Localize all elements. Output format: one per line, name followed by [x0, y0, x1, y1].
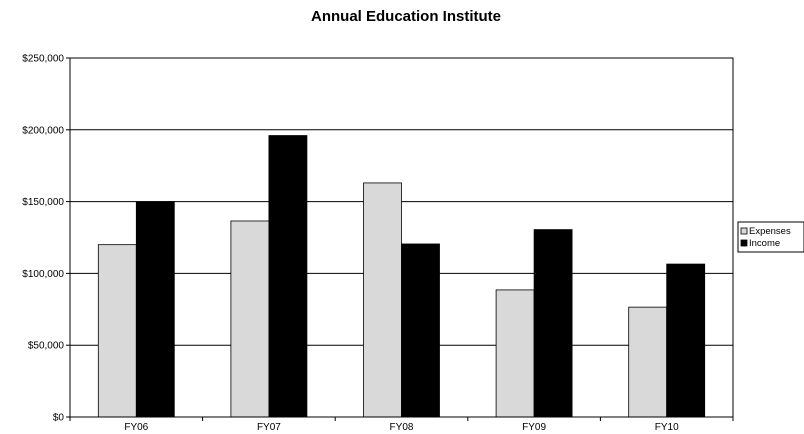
y-axis: $0 $50,000 $100,000 $150,000 $200,000 $250,00…	[22, 54, 70, 424]
y-tick-label: $0	[53, 413, 65, 424]
bar-expenses-fy10	[628, 306, 668, 418]
bar-income-fy06	[135, 201, 175, 418]
chart-title: Annual Education Institute	[311, 8, 501, 25]
bar-expenses-fy07	[230, 220, 270, 418]
x-tick-label: FY08	[390, 422, 414, 433]
legend-label-income: Income	[749, 238, 780, 249]
bar-income-fy07	[268, 135, 308, 418]
bar-income-fy08	[401, 243, 440, 418]
x-tick-label: FY10	[655, 422, 679, 433]
bar-income-fy10	[666, 263, 706, 418]
legend-swatch-expenses	[740, 227, 748, 235]
y-tick-label: $200,000	[22, 125, 64, 136]
x-tick-label: FY07	[257, 422, 281, 433]
x-axis: FY06 FY07 FY08 FY09 FY10	[69, 417, 734, 433]
bar-expenses-fy08	[363, 182, 402, 418]
x-tick-label: FY09	[522, 422, 546, 433]
legend-box	[737, 221, 804, 253]
bar-expenses-fy09	[495, 289, 535, 418]
plot-area	[69, 57, 734, 418]
bar-expenses-fy06	[97, 244, 137, 418]
y-tick-label: $50,000	[28, 341, 65, 352]
y-tick-label: $250,000	[22, 54, 64, 65]
legend-swatch-income	[740, 239, 748, 247]
x-tick-label: FY06	[124, 422, 148, 433]
legend-label-expenses: Expenses	[749, 226, 791, 237]
y-tick-label: $150,000	[22, 197, 64, 208]
bars	[97, 135, 706, 418]
bar-income-fy09	[533, 229, 573, 418]
y-tick-label: $100,000	[22, 269, 64, 280]
